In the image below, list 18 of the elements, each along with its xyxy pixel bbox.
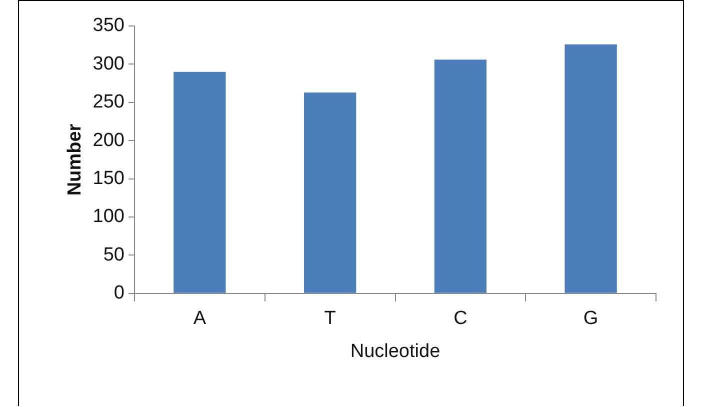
y-tick-label: 50: [103, 244, 124, 266]
bar: [304, 92, 356, 293]
bar: [434, 60, 487, 293]
x-tick-label: G: [583, 308, 598, 330]
y-tick-label: 300: [92, 53, 124, 74]
x-axis-title: Nucleotide: [350, 340, 440, 362]
x-tick-label: A: [193, 308, 206, 330]
y-tick-label: 350: [92, 15, 124, 36]
bar: [564, 44, 617, 293]
y-tick-label: 150: [92, 168, 124, 190]
y-tick-label: 200: [92, 130, 124, 151]
x-tick-label: C: [454, 308, 468, 330]
bar: [174, 72, 226, 293]
y-tick-label: 0: [114, 282, 124, 304]
y-tick-label: 250: [92, 92, 124, 113]
y-axis-title: Number: [64, 123, 86, 196]
y-tick-label: 100: [92, 206, 124, 228]
x-tick-label: T: [324, 308, 336, 330]
